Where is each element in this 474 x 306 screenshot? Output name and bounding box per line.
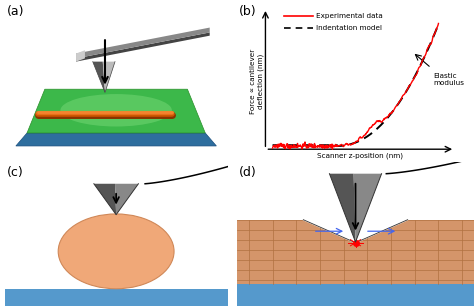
Circle shape [58,214,174,289]
Polygon shape [329,174,356,242]
Ellipse shape [60,94,172,126]
Polygon shape [94,184,116,215]
Polygon shape [76,28,210,58]
Polygon shape [354,174,382,242]
Text: Scanner z-position (nm): Scanner z-position (nm) [317,152,403,159]
Polygon shape [16,133,216,146]
Text: (c): (c) [7,166,24,180]
Text: Elastic
modulus: Elastic modulus [434,73,465,86]
Polygon shape [5,289,228,306]
Text: (d): (d) [239,166,257,180]
Polygon shape [303,218,408,243]
Polygon shape [76,32,210,62]
Text: (a): (a) [7,5,25,18]
Polygon shape [115,184,138,215]
Polygon shape [237,220,474,285]
Text: Experimental data: Experimental data [316,13,383,19]
Text: (b): (b) [239,5,257,18]
Polygon shape [93,62,105,92]
Text: Force ∝ cantilever
deflection (nm): Force ∝ cantilever deflection (nm) [250,48,264,114]
Text: Indentation model: Indentation model [316,24,383,31]
Polygon shape [27,89,205,133]
Polygon shape [103,62,115,92]
Polygon shape [237,285,474,306]
Polygon shape [76,50,85,62]
